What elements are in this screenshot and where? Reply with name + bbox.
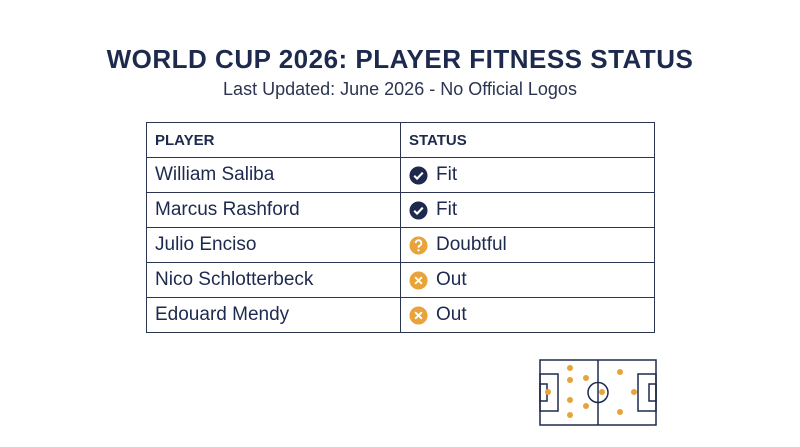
column-header: STATUS [400, 122, 655, 158]
player: Marcus Rashford [146, 192, 401, 228]
row: Nico Schlotterbeck Out [146, 262, 655, 298]
status: Out [436, 269, 467, 290]
out-icon [409, 270, 428, 290]
row: William Saliba Fit [146, 157, 655, 193]
status-wrap: Fit [409, 199, 646, 221]
row: Edouard Mendy Out [146, 297, 655, 333]
row: Julio Enciso Doubtful [146, 227, 655, 263]
column-header: PLAYER [146, 122, 401, 158]
subtitle: Last Updated: June 2026 - No Official Lo… [223, 79, 577, 99]
fitness-table: PLAYER STATUS William Saliba Fit Marcus … [146, 122, 655, 333]
out-icon [409, 305, 428, 325]
status: Fit [436, 199, 458, 220]
status-cell: Doubtful [400, 227, 655, 263]
status-wrap: Out [409, 269, 646, 291]
player: William Saliba [146, 157, 401, 193]
doubtful-icon [409, 235, 428, 255]
status-cell: Fit [400, 157, 655, 193]
header-row: PLAYER STATUS [146, 122, 655, 158]
status-cell: Out [400, 262, 655, 298]
status-cell: Fit [400, 192, 655, 228]
status-wrap: Doubtful [409, 234, 646, 256]
player: Julio Enciso [146, 227, 401, 263]
fit-icon [409, 165, 428, 185]
status: Fit [436, 164, 458, 185]
status: Doubtful [436, 234, 507, 255]
row: Marcus Rashford Fit [146, 192, 655, 228]
player: Nico Schlotterbeck [146, 262, 401, 298]
status-wrap: Fit [409, 164, 646, 186]
status-cell: Out [400, 297, 655, 333]
title: WORLD CUP 2026: PLAYER FITNESS STATUS [106, 44, 694, 74]
pitch-graphic [539, 359, 657, 426]
player: Edouard Mendy [146, 297, 401, 333]
status-wrap: Out [409, 304, 646, 326]
status: Out [436, 304, 467, 325]
fit-icon [409, 200, 428, 220]
